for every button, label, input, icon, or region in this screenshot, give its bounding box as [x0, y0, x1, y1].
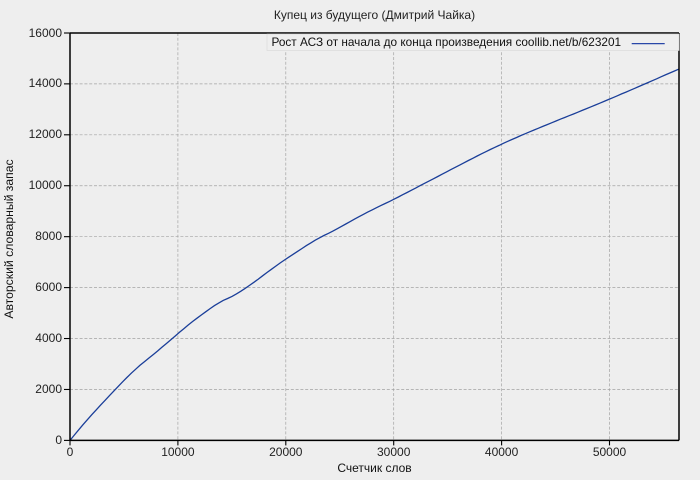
svg-text:Счетчик слов: Счетчик слов — [337, 461, 411, 475]
svg-text:12000: 12000 — [29, 127, 63, 141]
svg-text:2000: 2000 — [35, 382, 62, 396]
svg-text:0: 0 — [55, 433, 62, 447]
svg-text:8000: 8000 — [35, 229, 62, 243]
svg-text:50000: 50000 — [593, 445, 627, 459]
svg-text:4000: 4000 — [35, 331, 62, 345]
svg-text:0: 0 — [67, 445, 74, 459]
svg-text:20000: 20000 — [269, 445, 303, 459]
svg-text:6000: 6000 — [35, 280, 62, 294]
svg-text:10000: 10000 — [161, 445, 195, 459]
svg-text:Авторский словарный запас: Авторский словарный запас — [2, 159, 16, 318]
svg-text:40000: 40000 — [485, 445, 519, 459]
svg-text:30000: 30000 — [377, 445, 411, 459]
svg-text:Рост АСЗ от начала до конца пр: Рост АСЗ от начала до конца произведения… — [272, 35, 622, 49]
svg-text:10000: 10000 — [29, 178, 63, 192]
svg-text:16000: 16000 — [29, 26, 63, 40]
svg-text:14000: 14000 — [29, 76, 63, 90]
